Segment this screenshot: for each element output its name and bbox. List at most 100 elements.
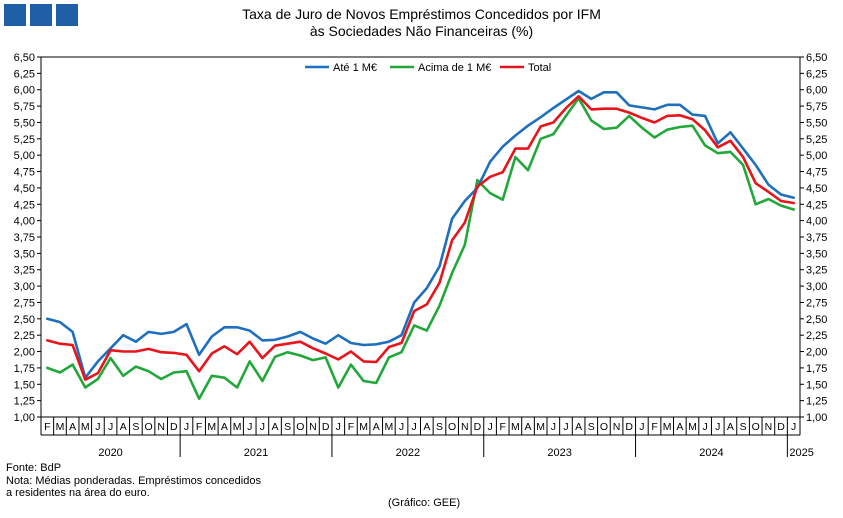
x-month-label: J	[791, 421, 796, 433]
x-month-label: J	[399, 421, 404, 433]
x-month-label: F	[44, 421, 50, 433]
x-month-label: J	[260, 421, 265, 433]
y-tick-label-right: 5,25	[806, 134, 827, 146]
x-month-label: O	[448, 421, 456, 433]
x-month-label: J	[715, 421, 720, 433]
y-tick-label-right: 3,75	[806, 232, 827, 244]
x-month-label: N	[613, 421, 621, 433]
x-year-label: 2020	[98, 447, 122, 459]
x-month-label: F	[196, 421, 202, 433]
x-month-label: A	[373, 421, 380, 433]
x-month-label: N	[765, 421, 773, 433]
y-tick-label-right: 4,25	[806, 199, 827, 211]
x-month-label: S	[436, 421, 443, 433]
y-tick-label-left: 1,75	[14, 363, 35, 375]
y-tick-label-right: 5,75	[806, 101, 827, 113]
y-tick-label-right: 3,00	[806, 281, 827, 293]
x-month-label: S	[284, 421, 291, 433]
y-tick-label-left: 5,50	[14, 117, 35, 129]
y-tick-label-right: 6,25	[806, 68, 827, 80]
y-tick-label-left: 6,00	[14, 85, 35, 97]
chart-title-line1: Taxa de Juro de Novos Empréstimos Conced…	[242, 6, 601, 22]
x-month-label: J	[563, 421, 568, 433]
x-year-label: 2025	[789, 447, 813, 459]
x-month-label: F	[651, 421, 657, 433]
y-tick-label-left: 4,75	[14, 167, 35, 179]
x-year-label: 2023	[547, 447, 571, 459]
y-tick-label-left: 1,25	[14, 396, 35, 408]
x-month-label: S	[132, 421, 139, 433]
x-month-label: A	[221, 421, 228, 433]
y-tick-label-left: 6,25	[14, 68, 35, 80]
x-month-label: M	[207, 421, 216, 433]
x-month-label: M	[81, 421, 90, 433]
x-month-label: J	[487, 421, 492, 433]
x-month-label: M	[385, 421, 394, 433]
x-month-label: N	[461, 421, 469, 433]
x-month-label: M	[663, 421, 672, 433]
source-note: Fonte: BdP	[6, 462, 62, 474]
x-year-label: 2024	[699, 447, 723, 459]
y-tick-label-right: 6,00	[806, 85, 827, 97]
y-tick-label-right: 6,50	[806, 52, 827, 64]
y-tick-label-left: 6,50	[14, 52, 35, 64]
x-year-label: 2021	[244, 447, 268, 459]
y-tick-label-right: 2,25	[806, 330, 827, 342]
y-tick-label-right: 5,00	[806, 150, 827, 162]
note-line-1: Nota: Médias ponderadas. Empréstimos con…	[6, 474, 261, 487]
series-line	[45, 96, 796, 401]
x-month-label: M	[359, 421, 368, 433]
logo-block	[56, 4, 78, 26]
y-tick-label-right: 2,00	[806, 347, 827, 359]
y-tick-label-left: 3,50	[14, 248, 35, 260]
y-tick-label-left: 5,00	[14, 150, 35, 162]
x-month-label: J	[639, 421, 644, 433]
y-tick-label-left: 3,75	[14, 232, 35, 244]
x-month-label: S	[740, 421, 747, 433]
y-tick-label-left: 2,50	[14, 314, 35, 326]
x-month-label: D	[777, 421, 785, 433]
brand-logo	[4, 4, 78, 26]
x-month-label: J	[703, 421, 708, 433]
x-month-label: J	[336, 421, 341, 433]
x-month-label: A	[423, 421, 430, 433]
series-line	[45, 89, 796, 380]
y-tick-label-right: 4,00	[806, 216, 827, 228]
x-month-label: D	[625, 421, 633, 433]
x-month-label: O	[600, 421, 608, 433]
y-tick-label-left: 2,00	[14, 347, 35, 359]
x-month-label: A	[272, 421, 279, 433]
legend-label: Total	[528, 62, 551, 74]
note-line-2: a residentes na área do euro.	[6, 487, 150, 499]
legend-label: Até 1 M€	[333, 62, 377, 74]
x-month-label: J	[247, 421, 252, 433]
y-tick-label-left: 1,50	[14, 379, 35, 391]
x-month-label: A	[120, 421, 127, 433]
y-tick-label-right: 1,50	[806, 379, 827, 391]
x-month-label: F	[500, 421, 506, 433]
y-tick-label-left: 5,25	[14, 134, 35, 146]
chart-credit: (Gráfico: GEE)	[388, 497, 461, 509]
y-tick-label-right: 2,50	[806, 314, 827, 326]
logo-block	[4, 4, 26, 26]
x-month-label: J	[95, 421, 100, 433]
y-tick-label-right: 1,25	[806, 396, 827, 408]
series-line	[45, 95, 796, 382]
x-month-label: N	[157, 421, 165, 433]
y-tick-label-right: 2,75	[806, 297, 827, 309]
x-month-label: S	[588, 421, 595, 433]
y-tick-label-right: 5,50	[806, 117, 827, 129]
y-tick-label-right: 4,50	[806, 183, 827, 195]
x-month-label: D	[322, 421, 330, 433]
x-month-label: M	[536, 421, 545, 433]
x-month-label: A	[69, 421, 76, 433]
legend-label: Acima de 1 M€	[418, 62, 491, 74]
y-tick-label-right: 4,75	[806, 167, 827, 179]
x-month-label: O	[144, 421, 152, 433]
x-month-label: J	[184, 421, 189, 433]
y-tick-label-left: 1,00	[14, 412, 35, 424]
y-tick-label-right: 3,25	[806, 265, 827, 277]
x-month-label: N	[309, 421, 317, 433]
x-month-label: J	[551, 421, 556, 433]
